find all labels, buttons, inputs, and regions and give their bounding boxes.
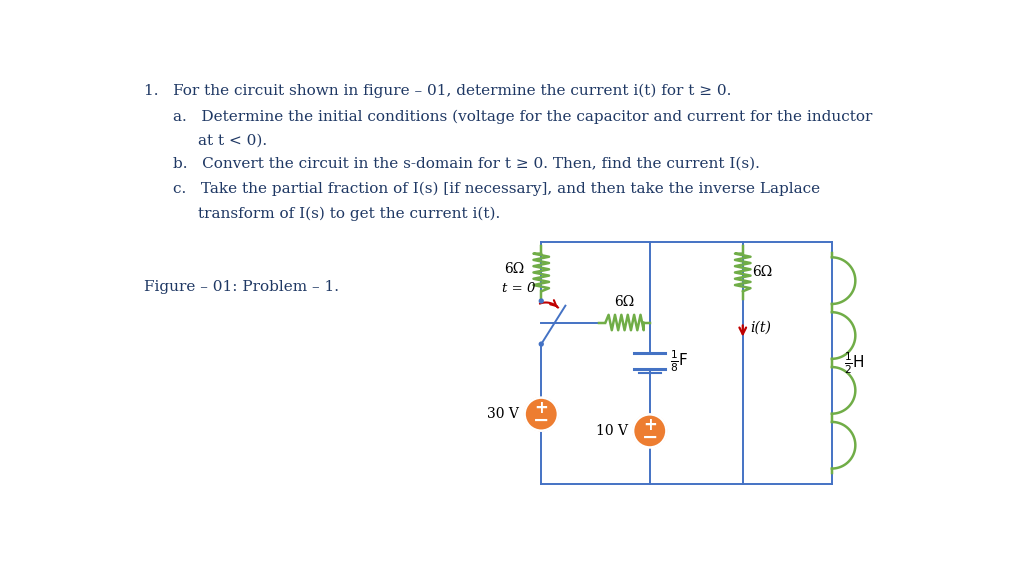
Circle shape [633,415,667,448]
Circle shape [525,398,558,431]
Text: a.   Determine the initial conditions (voltage for the capacitor and current for: a. Determine the initial conditions (vol… [173,109,872,124]
Text: 6Ω: 6Ω [503,262,524,276]
Text: −: − [641,428,657,447]
Text: $\frac{1}{8}$F: $\frac{1}{8}$F [670,348,689,374]
Text: −: − [533,411,549,430]
Text: $\frac{1}{2}$H: $\frac{1}{2}$H [844,350,865,375]
Text: Figure – 01: Problem – 1.: Figure – 01: Problem – 1. [144,280,338,294]
Text: 1.   For the circuit shown in figure – 01, determine the current i(t) for t ≥ 0.: 1. For the circuit shown in figure – 01,… [144,84,731,98]
Text: t = 0: t = 0 [501,282,535,295]
Text: 6Ω: 6Ω [615,294,635,308]
Text: 10 V: 10 V [596,424,628,438]
Text: +: + [534,399,548,417]
Text: +: + [643,416,656,434]
Text: i(t): i(t) [751,321,771,335]
Circle shape [539,342,543,346]
Circle shape [539,299,543,303]
Text: 6Ω: 6Ω [752,265,772,279]
Text: transform of I(s) to get the current i(t).: transform of I(s) to get the current i(t… [198,206,500,220]
Text: 30 V: 30 V [487,407,519,421]
Text: at t < 0).: at t < 0). [198,134,267,148]
Text: b.   Convert the circuit in the s-domain for t ≥ 0. Then, find the current I(s).: b. Convert the circuit in the s-domain f… [173,157,760,171]
Text: c.   Take the partial fraction of I(s) [if necessary], and then take the inverse: c. Take the partial fraction of I(s) [if… [173,182,821,196]
